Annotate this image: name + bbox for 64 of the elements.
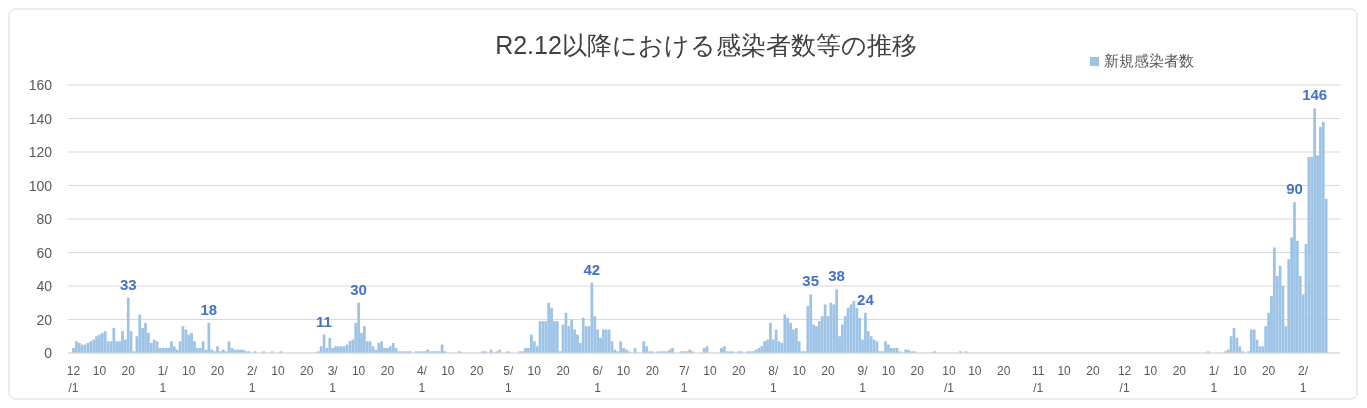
y-tick-label: 140 bbox=[28, 110, 53, 127]
x-tick-label: 20 bbox=[910, 364, 925, 378]
data-label: 11 bbox=[316, 312, 332, 330]
x-tick-label: 2/1 bbox=[1298, 364, 1309, 395]
x-tick-label: 20 bbox=[121, 364, 136, 378]
x-tick-label: 10 bbox=[441, 364, 455, 378]
y-tick-label: 100 bbox=[28, 177, 53, 194]
y-tick-label: 40 bbox=[36, 278, 53, 294]
legend-label: 新規感染者数 bbox=[1104, 52, 1194, 69]
x-tick-label: 20 bbox=[1172, 364, 1187, 378]
x-tick-label: 1/1 bbox=[157, 364, 169, 395]
x-tick-label: 1/1 bbox=[1208, 364, 1220, 395]
y-tick-label: 80 bbox=[36, 211, 53, 227]
x-tick-label: 10 bbox=[792, 364, 807, 378]
x-tick-label: 20 bbox=[300, 364, 314, 378]
x-tick-label: 20 bbox=[210, 364, 225, 378]
x-tick-label: 9/1 bbox=[857, 364, 869, 395]
x-tick-label: 4/1 bbox=[416, 364, 428, 395]
x-tick-label: 10 bbox=[92, 364, 107, 378]
data-label: 24 bbox=[857, 290, 875, 308]
x-tick-label: 7/1 bbox=[678, 364, 690, 395]
x-tick-label: 6/1 bbox=[592, 364, 604, 395]
x-tick-label: 8/1 bbox=[768, 364, 779, 395]
data-label: 90 bbox=[1286, 180, 1303, 198]
x-tick-label: 20 bbox=[380, 364, 395, 378]
x-tick-label: 10 bbox=[271, 364, 285, 378]
data-label: 30 bbox=[350, 280, 367, 298]
x-tick-label: 10 bbox=[881, 364, 896, 378]
x-tick-label: 20 bbox=[821, 364, 835, 378]
y-tick-label: 20 bbox=[36, 311, 53, 328]
y-tick-label: 120 bbox=[28, 144, 53, 160]
x-tick-label: 10/1 bbox=[942, 364, 956, 395]
chart-title: R2.12以降における感染者数等の推移 bbox=[495, 31, 917, 59]
x-tick-label: 2/1 bbox=[247, 364, 258, 395]
x-tick-label: 3/1 bbox=[327, 364, 339, 395]
data-label: 33 bbox=[119, 275, 137, 293]
data-label: 42 bbox=[583, 260, 601, 278]
x-tick-label: 11/1 bbox=[1031, 364, 1045, 395]
x-tick-label: 10 bbox=[351, 364, 366, 378]
x-tick-label: 10 bbox=[1143, 364, 1158, 378]
data-label: 35 bbox=[802, 272, 820, 290]
x-tick-label: 5/1 bbox=[503, 364, 515, 395]
x-tick-label: 10 bbox=[968, 364, 982, 378]
x-tick-label: 12/1 bbox=[66, 364, 81, 395]
x-tick-label: 10 bbox=[1057, 364, 1072, 378]
y-tick-label: 0 bbox=[44, 345, 53, 361]
y-tick-label: 60 bbox=[36, 244, 53, 261]
x-tick-label: 20 bbox=[1261, 364, 1276, 378]
x-tick-label: 10 bbox=[1233, 364, 1247, 378]
data-label: 146 bbox=[1302, 86, 1328, 104]
x-tick-label: 10 bbox=[616, 364, 631, 378]
x-tick-label: 20 bbox=[732, 364, 746, 378]
x-tick-label: 12/1 bbox=[1117, 364, 1132, 395]
x-tick-label: 20 bbox=[469, 364, 484, 378]
x-tick-label: 20 bbox=[996, 364, 1011, 378]
y-tick-label: 160 bbox=[28, 77, 53, 93]
x-tick-label: 10 bbox=[527, 364, 542, 378]
x-tick-label: 20 bbox=[556, 364, 571, 378]
x-tick-label: 20 bbox=[645, 364, 660, 378]
x-tick-label: 10 bbox=[182, 364, 196, 378]
x-tick-label: 10 bbox=[703, 364, 717, 378]
x-tick-label: 20 bbox=[1086, 364, 1100, 378]
data-label: 18 bbox=[200, 300, 218, 318]
data-label: 38 bbox=[828, 267, 845, 285]
